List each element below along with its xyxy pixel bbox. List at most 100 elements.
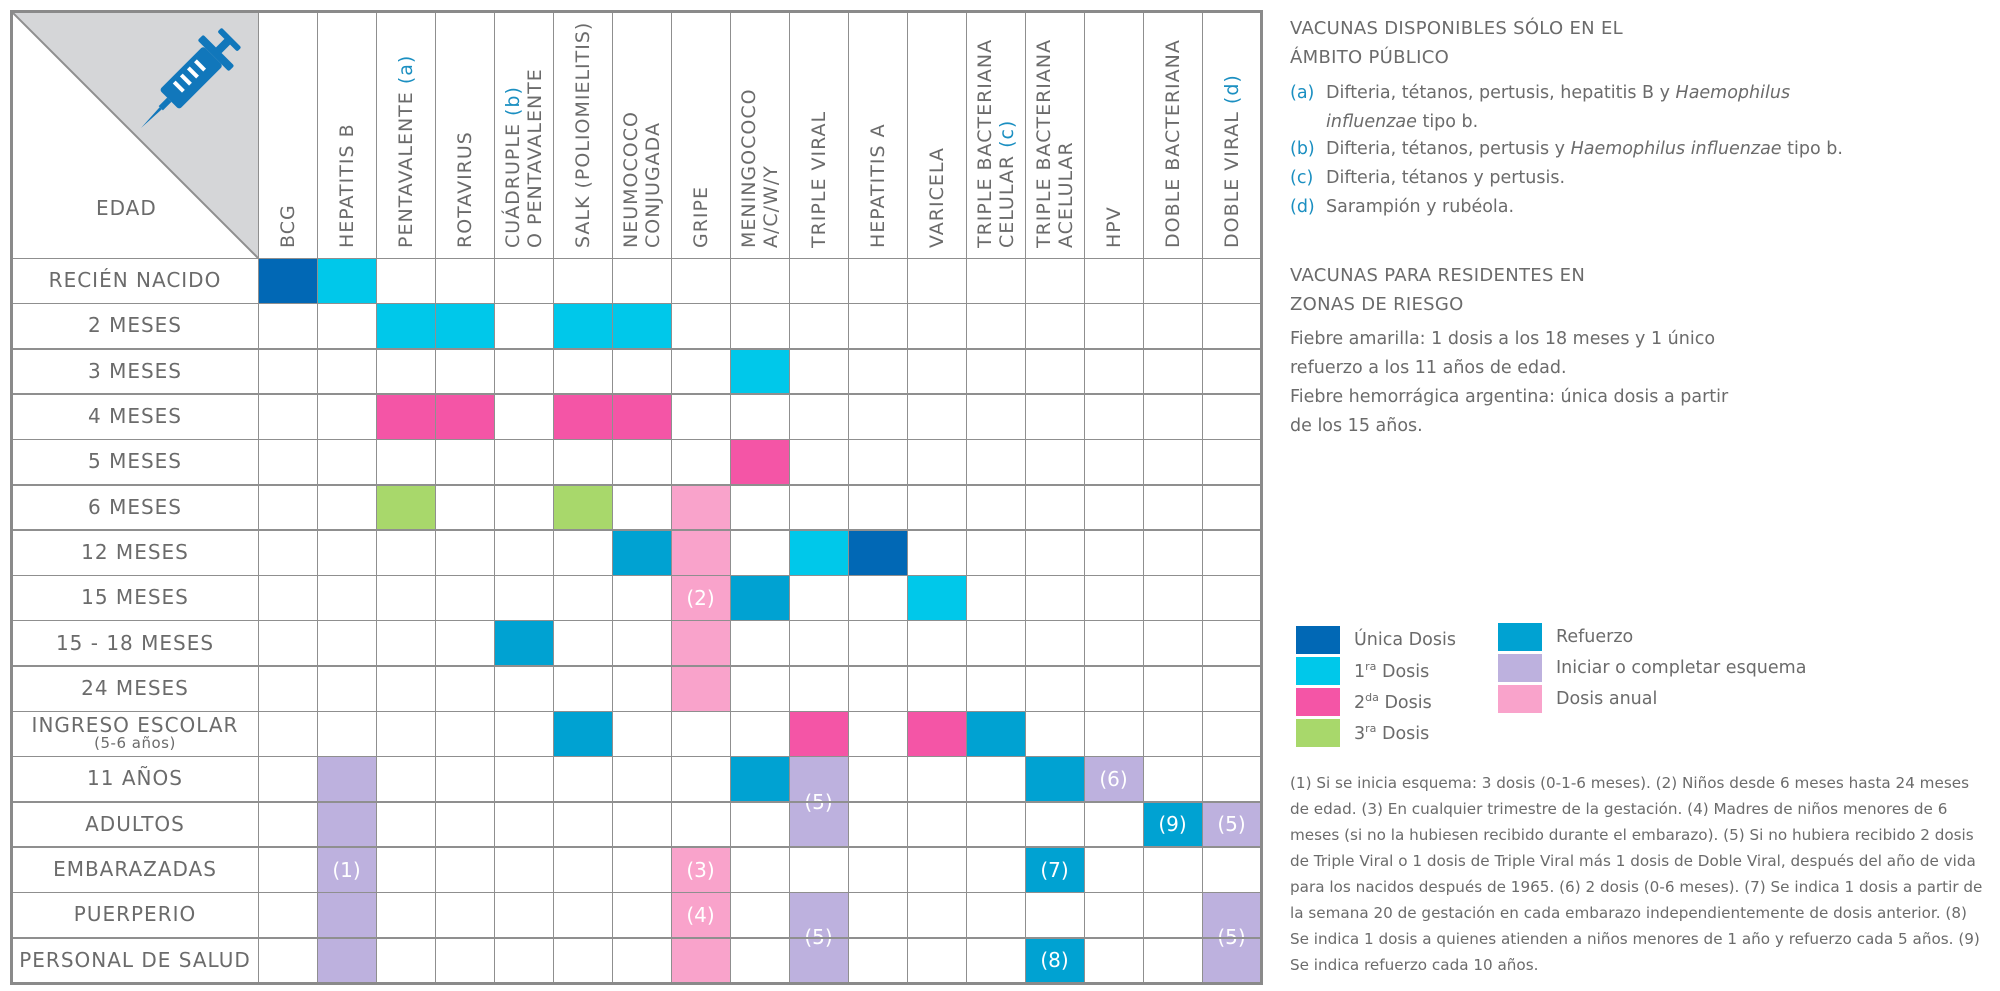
age-row-label: 15 - 18 MESES [12,620,258,665]
public-title-line1: VACUNAS DISPONIBLES SÓLO EN EL [1290,18,1623,39]
note-c: (c) Difteria, tétanos y pertusis. [1290,164,1565,193]
vaccine-note-ref: (a) [394,54,417,85]
legend-swatch [1296,626,1340,654]
age-label-text: 12 MESES [81,539,189,564]
vaccine-name-text: VARICELA [925,147,948,248]
legend-swatch [1498,623,1542,651]
schedule-cell-ref [1025,756,1084,802]
risk-zones-text: Fiebre amarilla: 1 dosis a los 18 meses … [1290,325,1728,441]
legend-dose-2: 2da Dosis [1296,687,1432,717]
schedule-cell-anual: (2) [671,484,730,711]
grid-line-horizontal [12,891,1261,894]
schedule-cell-d1 [553,303,612,349]
risk-line: Fiebre hemorrágica argentina: única dosi… [1290,387,1729,407]
grid-line-vertical [1142,12,1144,983]
schedule-cell-ref [730,575,789,621]
note-key: (d) [1290,197,1315,217]
grid-line-horizontal [12,937,1261,939]
schedule-cell-inic: (6) [1084,756,1143,802]
schedule-cell-d1 [612,303,671,349]
vaccine-name-text: GRIPE [689,186,712,248]
schedule-cell-d2 [553,393,612,440]
risk-title-line1: VACUNAS PARA RESIDENTES EN [1290,265,1586,286]
legend-label: Única Dosis [1354,630,1456,650]
grid-line-horizontal [12,529,1261,531]
schedule-cell-d3 [553,484,612,530]
table-corner [12,12,258,258]
vaccine-name-text: TRIPLE VIRAL [807,110,830,248]
footnote-line: Se indica 1 dosis a quienes atienden a n… [1290,930,1980,948]
vaccine-name: SALK (POLIOMIELITIS) [572,22,594,248]
vaccine-name: HEPATITIS A [867,123,889,248]
schedule-cell-ref [553,711,612,757]
vaccine-column-header: TRIPLE BACTERIANA ACELULAR [1025,12,1084,258]
grid-line-vertical [1083,12,1085,983]
vaccine-name: TRIPLE VIRAL [808,111,830,248]
age-row-label: 15 MESES [12,575,258,620]
grid-line-vertical [847,12,849,983]
schedule-cell-d2 [376,393,435,440]
note-italic: Haemophilus influenzae [1570,139,1782,159]
note-key: (c) [1290,168,1314,188]
grid-line-horizontal [12,619,1261,622]
vaccine-name-text: HEPATITIS A [866,123,889,248]
grid-line-vertical [493,12,495,983]
vaccine-column-header: CUÁDRUPLE (b) O PENTAVALENTE [494,12,553,258]
note-text: Difteria, tétanos, pertusis y [1326,139,1571,159]
note-b: (b) Difteria, tétanos, pertusis y Haemoph… [1290,135,1843,164]
schedule-cell-anual [671,937,730,983]
schedule-cell-d2 [730,439,789,485]
age-column-header: EDAD [96,196,157,220]
vaccine-name-text: CELULAR (c) [995,119,1018,248]
vaccine-name-text: NEUMOCOCO [619,111,642,248]
schedule-cell-ref [966,711,1025,757]
vaccine-column-header: SALK (POLIOMIELITIS) [553,12,612,258]
schedule-cell-d3 [376,484,435,530]
vaccine-name-text: HEPATITIS B [335,123,358,248]
vaccine-name: NEUMOCOCO CONJUGADA [620,111,664,248]
age-label-subtext: (5-6 años) [94,734,176,753]
vaccine-column-header: DOBLE VIRAL (d) [1202,12,1261,258]
grid-line-vertical [670,12,672,983]
vaccine-column-header: BCG [258,12,317,258]
grid-line-vertical [257,12,259,983]
schedule-cell-d1 [435,303,494,349]
grid-line-vertical [375,12,377,983]
age-label-text: 11 AÑOS [87,766,183,791]
note-key: (a) [1290,83,1315,103]
schedule-cell-ref [494,620,553,666]
note-text: Sarampión y rubéola. [1326,197,1515,217]
grid-line-vertical [1201,12,1203,983]
age-label-text: INGRESO ESCOLAR [31,713,239,738]
grid-line-horizontal [12,484,1261,486]
age-label-text: 6 MESES [87,494,182,519]
schedule-cell-inic: (1) [317,756,376,983]
public-vaccines-title: VACUNAS DISPONIBLES SÓLO EN EL ÁMBITO PÚ… [1290,14,1623,72]
age-label-text: 2 MESES [87,313,182,338]
schedule-cell-d1 [317,258,376,304]
syringe-icon [140,28,241,129]
age-label-text: 3 MESES [87,358,182,383]
age-row-label: INGRESO ESCOLAR (5-6 años) [12,711,258,756]
grid-line-horizontal [12,710,1261,712]
schedule-cell-ref [612,529,671,576]
age-row-label: ADULTOS [12,802,258,847]
grid-line-horizontal [12,438,1261,441]
age-row-label: RECIÉN NACIDO [12,258,258,303]
age-row-label: 11 AÑOS [12,756,258,801]
grid-line-vertical [434,12,436,983]
note-text: tipo b. [1416,112,1479,132]
legend-dose-1: 1ra Dosis [1296,656,1429,686]
vaccine-name: GRIPE [690,186,712,248]
footnote-line: de Triple Viral o 1 dosis de Triple Vira… [1290,852,1976,870]
age-label-text: PERSONAL DE SALUD [19,947,251,972]
grid-line-horizontal [12,846,1261,848]
legend-anual: Dosis anual [1498,684,1657,714]
schedule-cell-d1 [730,348,789,394]
note-italic: influenzae [1326,112,1417,132]
vaccine-name-text: SALK (POLIOMIELITIS) [571,21,594,248]
vaccine-name: PENTAVALENTE (a) [395,55,417,248]
legend-iniciar: Iniciar o completar esquema [1498,653,1806,683]
age-label-text: 5 MESES [87,449,182,474]
age-row-label: 5 MESES [12,439,258,484]
